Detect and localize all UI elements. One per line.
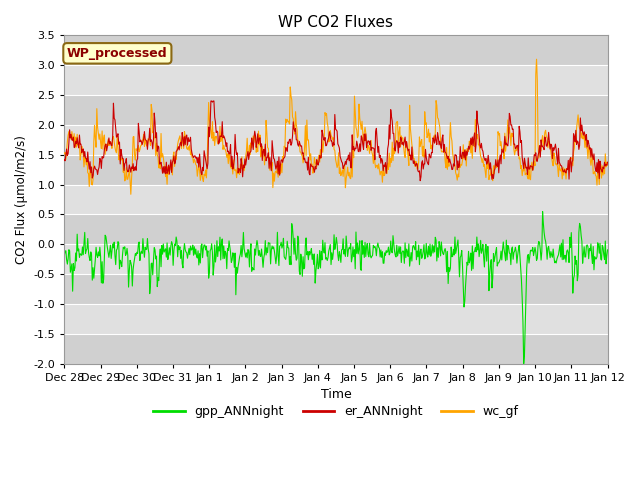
Bar	[65, 304, 607, 334]
Bar	[65, 95, 607, 125]
Bar	[65, 334, 607, 364]
Title: WP CO2 Fluxes: WP CO2 Fluxes	[278, 15, 394, 30]
Y-axis label: CO2 Flux (μmol/m2/s): CO2 Flux (μmol/m2/s)	[15, 135, 28, 264]
Bar	[65, 155, 607, 185]
Bar	[65, 125, 607, 155]
Bar	[65, 185, 607, 215]
X-axis label: Time: Time	[321, 388, 351, 401]
Bar	[65, 65, 607, 95]
Bar	[65, 274, 607, 304]
Text: WP_processed: WP_processed	[67, 47, 168, 60]
Bar	[65, 244, 607, 274]
Bar	[65, 215, 607, 244]
Legend: gpp_ANNnight, er_ANNnight, wc_gf: gpp_ANNnight, er_ANNnight, wc_gf	[148, 400, 524, 423]
Bar	[65, 36, 607, 65]
